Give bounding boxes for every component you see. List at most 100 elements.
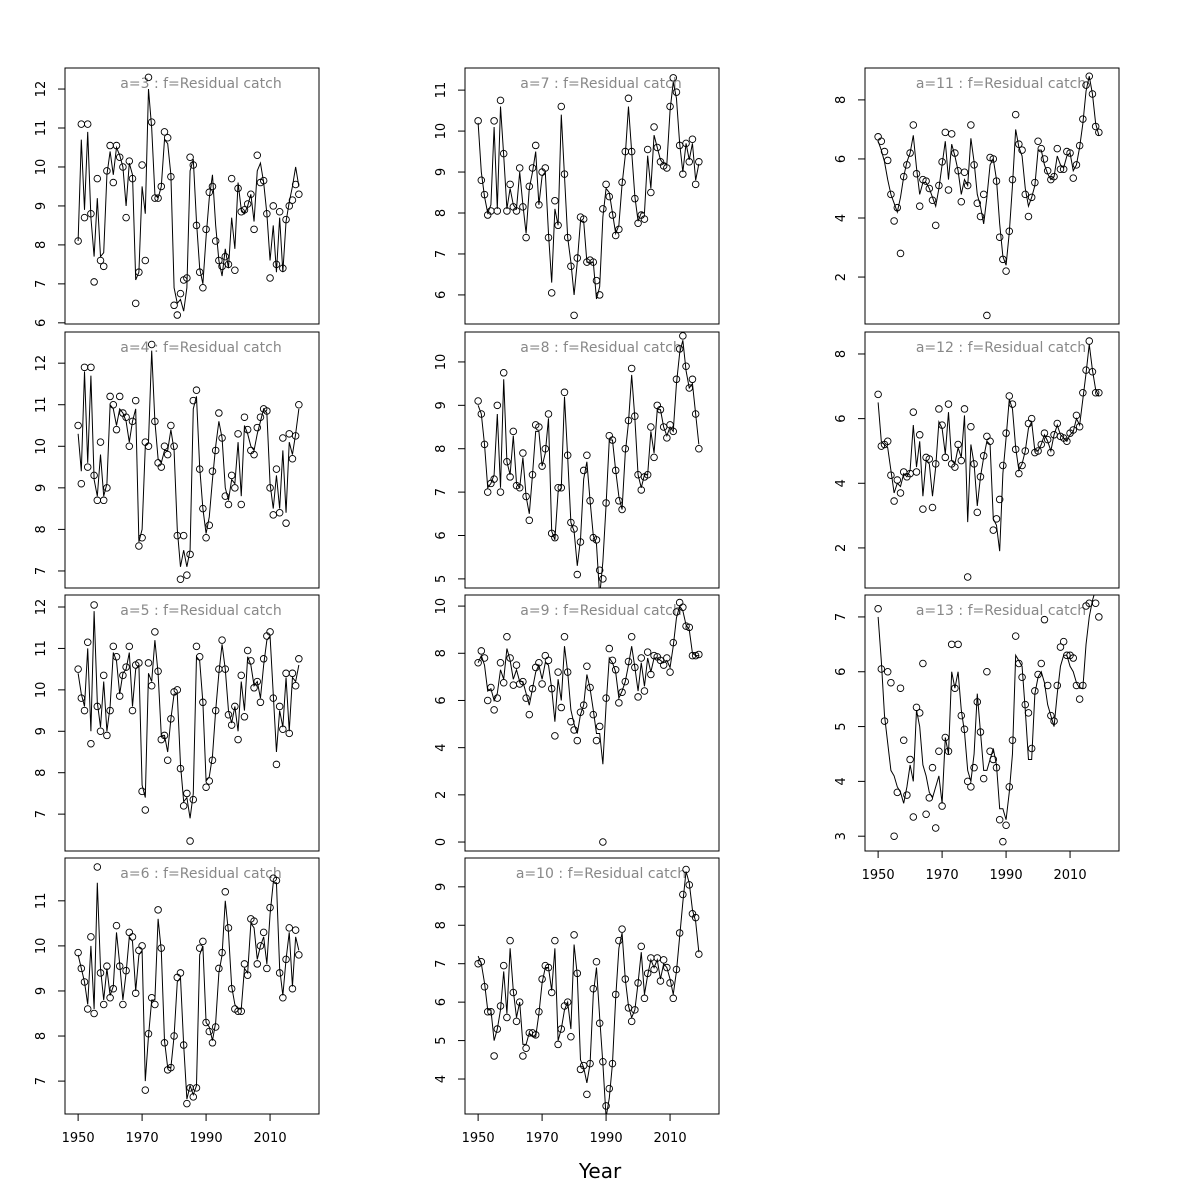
observed-point xyxy=(231,266,239,274)
observed-point xyxy=(682,622,690,630)
fitted-line xyxy=(477,871,700,1114)
observed-point xyxy=(631,663,639,672)
observed-point xyxy=(90,601,98,609)
x-tick-label: 1970 xyxy=(126,1131,159,1146)
observed-point xyxy=(538,975,546,983)
observed-point xyxy=(883,156,892,165)
observed-point xyxy=(675,345,684,353)
observed-point xyxy=(1095,128,1103,137)
observed-point xyxy=(522,1044,530,1053)
y-tick-label: 8 xyxy=(834,96,849,104)
y-tick-label: 9 xyxy=(34,727,49,735)
x-tick-label: 1950 xyxy=(862,868,895,883)
observed-point xyxy=(547,988,556,997)
fitted-line xyxy=(77,882,300,1100)
observed-point xyxy=(931,460,940,468)
observed-point xyxy=(535,658,543,667)
observed-point xyxy=(941,128,950,137)
observed-point xyxy=(87,739,95,748)
observed-point xyxy=(983,432,991,441)
observed-point xyxy=(640,687,649,695)
observed-point xyxy=(531,1031,540,1039)
observed-point xyxy=(112,141,121,150)
observed-point xyxy=(912,468,921,476)
observed-point xyxy=(122,213,130,222)
observed-point xyxy=(691,410,700,418)
observed-point xyxy=(240,713,249,721)
observed-point xyxy=(183,571,191,579)
observed-point xyxy=(915,431,924,439)
observed-point xyxy=(1050,717,1058,725)
observed-point xyxy=(263,964,271,973)
observed-point xyxy=(627,1017,636,1026)
observed-point xyxy=(227,984,236,993)
observed-point xyxy=(960,405,969,413)
observed-point xyxy=(602,1102,610,1110)
y-tick-label: 9 xyxy=(434,883,449,891)
observed-point xyxy=(909,813,918,821)
panel-frame xyxy=(64,331,320,589)
observed-point xyxy=(106,392,114,401)
plot-area xyxy=(74,863,303,1108)
observed-point xyxy=(1002,267,1010,275)
observed-point xyxy=(493,1025,502,1033)
observed-point xyxy=(995,816,1004,824)
fitted-line xyxy=(877,76,1100,266)
observed-point xyxy=(141,806,150,814)
observed-point xyxy=(963,777,972,786)
observed-point xyxy=(541,651,550,660)
observed-point xyxy=(199,284,207,292)
observed-point xyxy=(960,725,969,734)
observed-point xyxy=(1075,422,1084,431)
observed-point xyxy=(285,924,293,932)
observed-point xyxy=(243,646,252,655)
observed-point xyxy=(1043,167,1052,175)
observed-point xyxy=(503,457,511,466)
observed-point xyxy=(272,876,281,885)
observed-point xyxy=(272,260,281,269)
observed-point xyxy=(218,636,226,644)
observed-point xyxy=(695,650,703,659)
observed-point xyxy=(999,837,1007,846)
observed-point xyxy=(77,120,86,128)
observed-point xyxy=(1034,670,1042,679)
observed-point xyxy=(224,924,233,932)
observed-point xyxy=(160,128,169,136)
observed-point xyxy=(695,444,703,453)
observed-point xyxy=(208,1039,217,1047)
observed-point xyxy=(650,651,658,660)
observed-point xyxy=(1085,337,1093,345)
observed-point xyxy=(535,201,543,209)
observed-point xyxy=(1079,681,1087,690)
observed-point xyxy=(887,190,895,199)
observed-point xyxy=(970,763,978,772)
observed-point xyxy=(160,1039,169,1047)
observed-point xyxy=(250,225,258,234)
observed-point xyxy=(83,120,92,128)
x-tick-label: 1950 xyxy=(62,1131,95,1146)
observed-point xyxy=(640,994,649,1003)
observed-point xyxy=(1072,411,1081,420)
observed-point xyxy=(519,203,527,211)
observed-point xyxy=(919,505,927,513)
y-tick-label: 7 xyxy=(834,613,849,621)
x-tick-label: 1970 xyxy=(526,1131,559,1146)
observed-point xyxy=(554,1040,562,1049)
observed-point xyxy=(266,274,274,282)
observed-point xyxy=(282,955,290,964)
observed-point xyxy=(234,735,242,744)
observed-point xyxy=(551,196,559,205)
observed-point xyxy=(183,1099,191,1108)
y-tick-label: 4 xyxy=(834,214,849,222)
observed-point xyxy=(256,413,265,421)
observed-point xyxy=(112,921,121,930)
observed-point xyxy=(611,666,620,674)
observed-point xyxy=(490,706,498,714)
observed-point xyxy=(637,654,646,662)
observed-point xyxy=(285,202,293,210)
observed-point xyxy=(627,633,636,641)
observed-point xyxy=(269,511,278,519)
panel-title: a=10 : f=Residual catch xyxy=(516,866,686,882)
observed-point xyxy=(960,168,969,176)
y-tick-label: 5 xyxy=(834,722,849,730)
